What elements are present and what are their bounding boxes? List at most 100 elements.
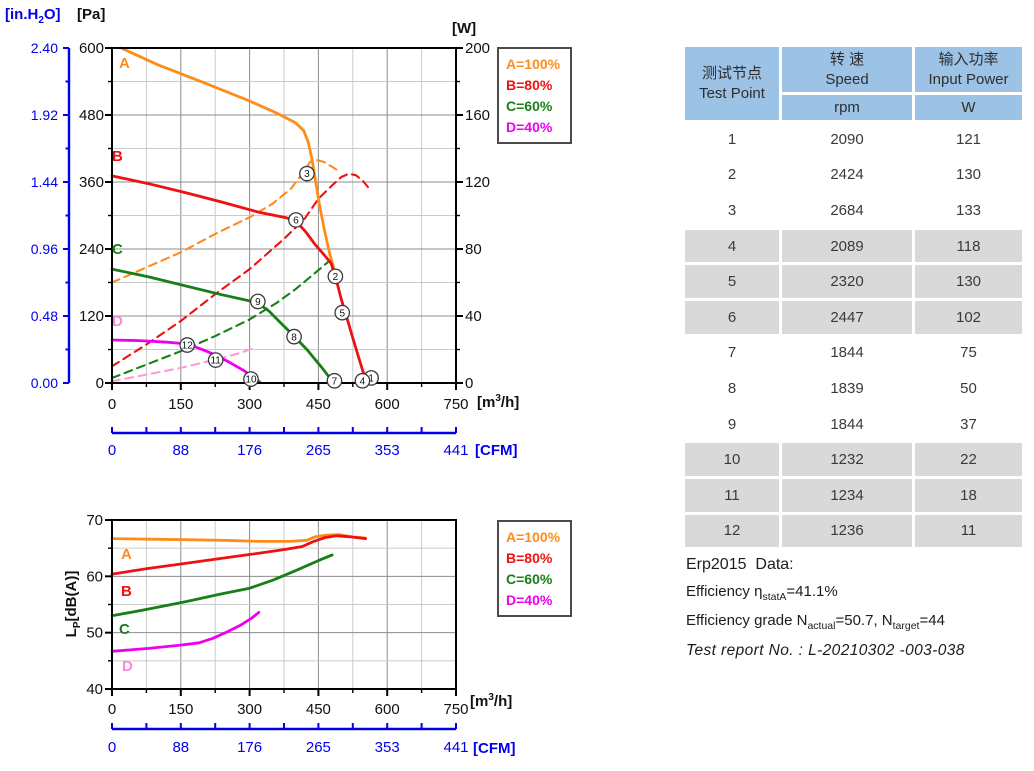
curve-a-100-static-pressure <box>119 46 337 275</box>
efficiency-grade-line: Efficiency grade Nactual=50.7, Ntarget=4… <box>686 612 945 632</box>
legend-item-c: C=60% <box>506 98 553 114</box>
marker-number: 5 <box>339 308 345 319</box>
marker-circle <box>327 268 344 285</box>
pa-tick-label: 480 <box>79 107 104 124</box>
unit-w: [W] <box>452 20 477 37</box>
test-point-marker-7: 7 <box>326 372 343 389</box>
cell-test-point: 1 <box>685 123 779 156</box>
curve-label-d-bottom: D <box>122 658 133 675</box>
test-point-marker-12: 12 <box>179 337 196 353</box>
cfm-tick-label: 176 <box>237 442 262 459</box>
curve-d-40-input-power <box>110 346 256 383</box>
curve-b-80-input-power <box>110 172 369 368</box>
marker-circle <box>286 328 302 345</box>
efficiency-line: Efficiency ηstatA=41.1% <box>686 583 838 603</box>
x-tick-label: 300 <box>237 396 262 413</box>
curve-label-c-bottom: C <box>119 621 130 638</box>
header-w-unit: W <box>915 95 1022 120</box>
marker-number: 1 <box>368 374 374 385</box>
cfm-tick-label: 265 <box>306 739 331 756</box>
cell-speed: 2684 <box>782 194 912 227</box>
pa-tick-label: 120 <box>79 308 104 325</box>
legend-item-d: D=40% <box>506 119 553 135</box>
cell-test-point: 2 <box>685 158 779 192</box>
cell-input-power: 118 <box>915 229 1022 263</box>
test-point-marker-3: 3 <box>299 165 315 182</box>
pa-tick-label: 240 <box>79 241 104 258</box>
cell-test-point: 6 <box>685 300 779 334</box>
legend-item-a: A=100% <box>506 56 561 72</box>
pa-tick-label: 360 <box>79 174 104 191</box>
x-tick-label: 750 <box>443 396 468 413</box>
cfm-tick-label: 0 <box>108 442 116 459</box>
cfm-tick-label: 441 <box>443 739 468 756</box>
marker-number: 12 <box>182 341 194 352</box>
curve-label-d-top: D <box>112 313 123 330</box>
x-tick-label: 150 <box>168 701 193 718</box>
curve-label-b-bottom: B <box>121 583 132 600</box>
marker-number: 6 <box>293 216 299 227</box>
test-point-table: 测试节点 Test Point 转 速 Speed 输入功率 Input Power … <box>685 47 1022 548</box>
cell-test-point: 7 <box>685 336 779 370</box>
inh2o-tick-label: 0.48 <box>31 308 58 324</box>
erp-title: Erp2015 Data: <box>686 556 794 573</box>
cell-test-point: 10 <box>685 443 779 476</box>
x-tick-label: 300 <box>237 701 262 718</box>
legend-item-b: B=80% <box>506 77 553 93</box>
cell-speed: 2089 <box>782 229 912 263</box>
marker-number: 2 <box>333 272 339 283</box>
curve-label-c-top: C <box>112 241 123 258</box>
header-input-power: 输入功率 Input Power <box>915 47 1022 92</box>
curve-label-a-top: A <box>119 55 130 72</box>
legend-item-c: C=60% <box>506 571 553 587</box>
unit-inh2o: [in.H2O] <box>5 6 61 26</box>
pa-tick-label: 0 <box>96 375 104 392</box>
unit-pa: [Pa] <box>77 6 106 23</box>
x-tick-label: 750 <box>443 701 468 718</box>
marker-number: 8 <box>291 332 297 343</box>
w-tick-label: 0 <box>465 375 473 392</box>
x-tick-label: 0 <box>108 701 116 718</box>
w-tick-label: 120 <box>465 174 490 191</box>
cell-speed: 2447 <box>782 300 912 334</box>
cell-input-power: 75 <box>915 336 1022 370</box>
cfm-tick-label: 88 <box>172 739 189 756</box>
marker-circle <box>354 372 371 389</box>
marker-circle <box>334 304 351 321</box>
cell-speed: 2090 <box>782 123 912 156</box>
x-tick-label: 150 <box>168 396 193 413</box>
w-tick-label: 200 <box>465 40 490 57</box>
marker-number: 4 <box>360 376 366 387</box>
test-point-marker-2: 2 <box>327 268 344 285</box>
db-tick-label: 50 <box>86 625 103 642</box>
cell-input-power: 22 <box>915 443 1022 476</box>
unit-m3h-bottom: [m3/h] <box>470 692 513 710</box>
cell-test-point: 5 <box>685 265 779 298</box>
test-point-marker-10: 10 <box>243 371 259 387</box>
cfm-tick-label: 88 <box>172 442 189 459</box>
marker-number: 11 <box>210 356 221 367</box>
test-point-marker-5: 5 <box>334 304 351 321</box>
marker-number: 7 <box>332 376 338 387</box>
cell-input-power: 37 <box>915 407 1022 441</box>
curve-c-60-static-pressure <box>110 267 333 381</box>
curve-a-100-input-power <box>110 159 342 284</box>
cell-speed: 2424 <box>782 158 912 192</box>
header-test-point: 测试节点 Test Point <box>685 47 779 120</box>
marker-circle <box>250 293 266 310</box>
test-report-number: Test report No. : L-20210302 -003-038 <box>686 642 965 659</box>
marker-circle <box>243 371 259 387</box>
cell-speed: 1844 <box>782 336 912 370</box>
cell-speed: 2320 <box>782 265 912 298</box>
db-tick-label: 60 <box>86 568 103 585</box>
y-axis-label-noise: LP[dB(A)] <box>63 570 83 638</box>
cell-test-point: 12 <box>685 514 779 548</box>
unit-m3h-top: [m3/h] <box>477 393 520 411</box>
x-tick-label: 600 <box>375 396 400 413</box>
w-tick-label: 160 <box>465 107 490 124</box>
header-rpm-unit: rpm <box>782 95 912 120</box>
cell-input-power: 133 <box>915 194 1022 227</box>
test-point-marker-8: 8 <box>286 328 302 345</box>
marker-circle <box>288 212 304 228</box>
